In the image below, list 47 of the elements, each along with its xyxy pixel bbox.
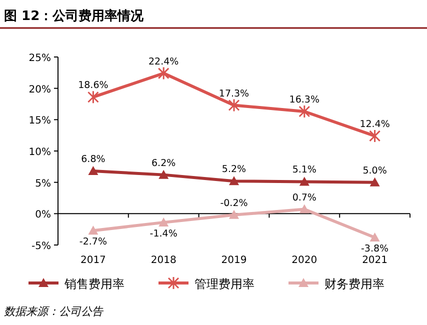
point <box>298 104 310 118</box>
y-tick-label: 20% <box>28 84 51 96</box>
data-label: 12.4% <box>360 118 390 130</box>
data-label: 17.3% <box>218 88 250 100</box>
x-tick-label: 2017 <box>80 255 106 266</box>
x-tick-label: 2018 <box>150 255 176 266</box>
point <box>87 90 99 104</box>
data-label: -0.2% <box>220 198 248 209</box>
point <box>299 204 310 214</box>
point <box>229 210 239 219</box>
point <box>228 98 240 112</box>
y-tick-label: 10% <box>28 147 51 158</box>
data-label: 0.7% <box>292 192 316 204</box>
legend-label: 财务费用率 <box>324 277 384 291</box>
data-label: -2.7% <box>79 236 107 248</box>
data-label: 18.6% <box>78 80 108 92</box>
point <box>299 176 310 186</box>
y-tick-label: 25% <box>28 53 51 64</box>
point <box>370 177 380 186</box>
data-label: -1.4% <box>150 228 178 240</box>
chart-title: 图 12：公司费用率情况 <box>4 8 145 24</box>
point <box>229 176 239 186</box>
data-label: 6.8% <box>81 154 106 166</box>
data-label: 22.4% <box>148 56 179 68</box>
data-label: 5.0% <box>362 165 387 176</box>
point <box>88 226 98 235</box>
point <box>158 66 170 80</box>
data-label: 5.1% <box>292 164 316 176</box>
x-tick-label: 2020 <box>292 255 318 266</box>
x-tick-label: 2021 <box>362 255 388 266</box>
data-label: 5.2% <box>222 164 246 176</box>
y-tick-label: 15% <box>28 116 51 127</box>
data-label: 16.3% <box>289 94 320 106</box>
y-tick-label: -5% <box>32 241 51 252</box>
point <box>88 166 98 176</box>
y-tick-label: 5% <box>35 178 51 190</box>
y-tick-label: 0% <box>35 210 51 221</box>
source-note: 数据来源：公司公告 <box>4 305 104 318</box>
data-label: 6.2% <box>152 158 176 169</box>
point <box>158 217 169 226</box>
data-label: -3.8% <box>361 243 389 254</box>
legend-label: 销售费用率 <box>64 277 124 291</box>
legend-label: 管理费用率 <box>194 277 254 291</box>
point <box>158 170 169 179</box>
point <box>370 232 380 242</box>
point <box>369 129 381 143</box>
x-tick-label: 2019 <box>221 255 247 266</box>
